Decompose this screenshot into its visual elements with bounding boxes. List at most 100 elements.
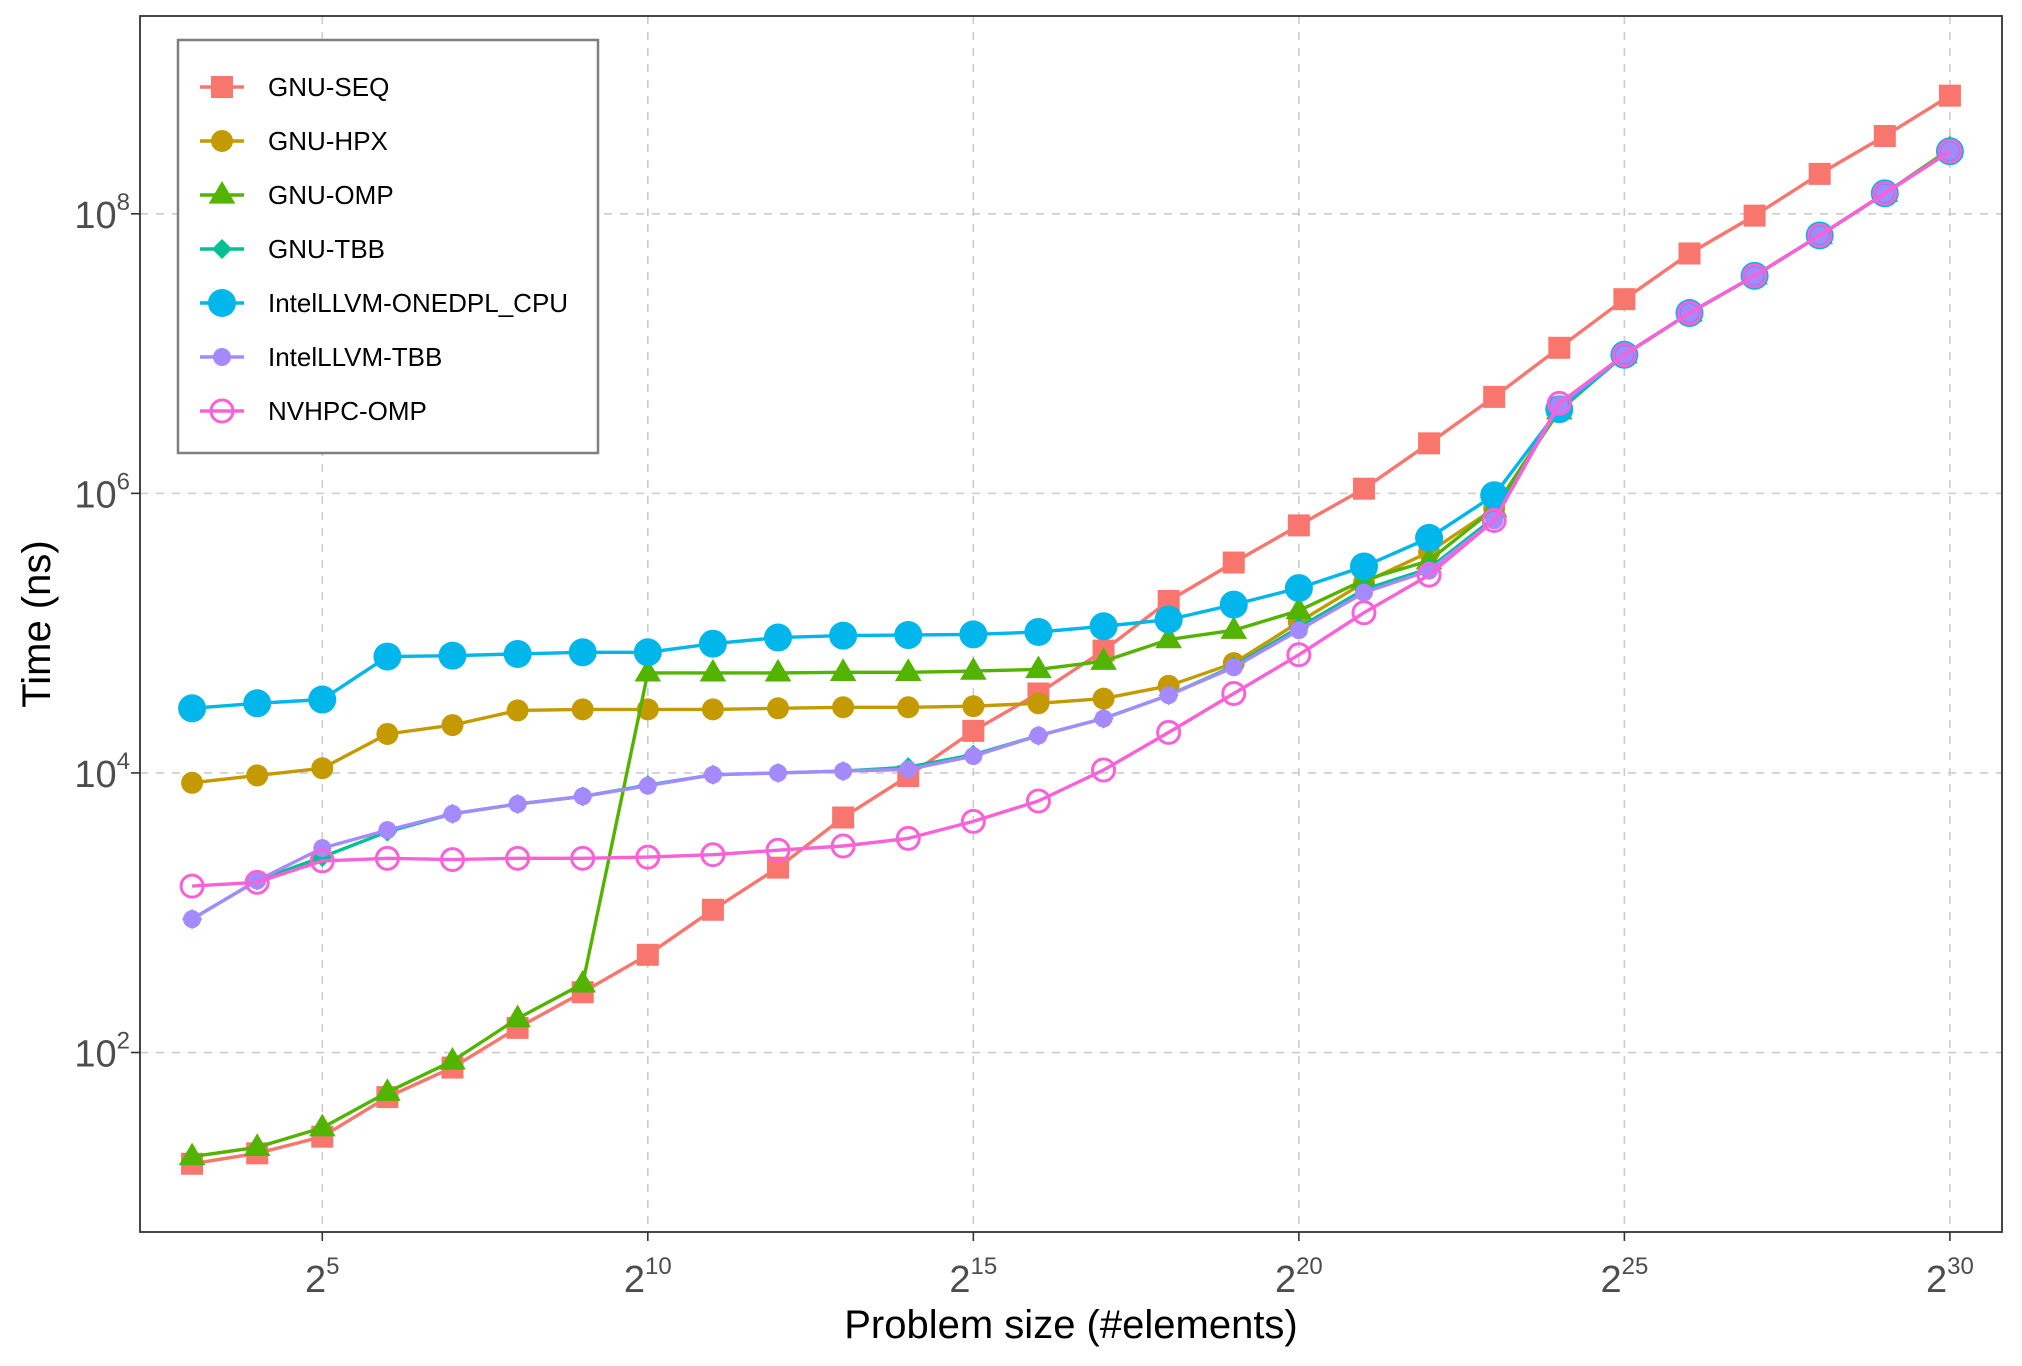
data-point: [573, 787, 592, 806]
data-point: [1219, 590, 1248, 619]
data-point: [636, 943, 659, 966]
data-point: [248, 871, 267, 890]
data-point: [895, 825, 921, 851]
data-point: [244, 869, 270, 895]
data-point: [767, 856, 790, 879]
data-point: [1351, 600, 1377, 626]
data-point: [1742, 263, 1768, 289]
legend-label: GNU-HPX: [268, 126, 388, 156]
data-point: [899, 760, 918, 779]
data-point: [1481, 507, 1507, 533]
data-point: [373, 642, 402, 671]
data-point: [1938, 84, 1961, 107]
y-tick-base: 10: [74, 754, 116, 796]
data-point: [1094, 709, 1113, 728]
data-point: [703, 765, 722, 784]
data-point: [767, 697, 790, 720]
data-point: [959, 620, 988, 649]
legend-marker: [212, 239, 232, 259]
data-point: [1156, 719, 1182, 745]
legend-marker: [208, 181, 236, 204]
data-point: [769, 763, 788, 782]
data-point: [1613, 288, 1636, 311]
data-point: [829, 658, 857, 681]
data-point: [308, 685, 337, 714]
data-point: [179, 873, 205, 899]
data-point: [1676, 300, 1702, 326]
data-point: [1546, 390, 1572, 416]
data-point: [181, 771, 204, 794]
data-point: [1808, 162, 1831, 185]
y-tick-label: 104: [74, 748, 130, 796]
data-point: [894, 621, 923, 650]
data-point: [1220, 616, 1248, 639]
legend-item: GNU-OMP: [200, 180, 394, 210]
y-tick-label: 106: [74, 468, 130, 516]
legend: GNU-SEQ GNU-HPX GNU-OMP GNU-TBB IntelLLVM-ON…: [176, 38, 600, 455]
data-point: [894, 658, 922, 681]
data-point: [960, 657, 987, 680]
data-point: [243, 1133, 271, 1156]
data-point: [441, 714, 464, 737]
data-point: [638, 776, 657, 795]
data-point: [829, 621, 858, 650]
data-point: [1349, 552, 1378, 581]
x-tick-exponent: 15: [971, 1253, 998, 1280]
data-point: [183, 910, 202, 929]
data-point: [832, 696, 855, 719]
data-point: [1024, 617, 1053, 646]
data-point: [313, 839, 332, 858]
data-point: [962, 695, 985, 718]
data-point: [698, 629, 727, 658]
y-tick-exponent: 2: [117, 1028, 130, 1055]
data-point: [1678, 242, 1701, 265]
data-point: [962, 719, 985, 742]
data-point: [699, 658, 727, 682]
data-point: [508, 794, 527, 813]
legend-label: GNU-TBB: [268, 234, 385, 264]
x-tick-base: 2: [949, 1259, 970, 1301]
data-point: [1221, 681, 1247, 707]
x-tick-base: 2: [1926, 1259, 1947, 1301]
data-point: [374, 845, 400, 871]
x-tick-label: 225: [1600, 1253, 1648, 1301]
legend-box: [176, 38, 600, 455]
data-point: [1354, 583, 1373, 602]
data-point: [503, 639, 532, 668]
x-tick-base: 2: [1275, 1259, 1296, 1301]
data-point: [701, 698, 724, 721]
data-point: [1352, 477, 1375, 500]
data-point: [506, 699, 529, 722]
data-point: [1155, 625, 1182, 649]
data-point: [1286, 642, 1312, 668]
data-point: [311, 757, 334, 780]
series-gnu-seq: [181, 84, 1961, 1175]
legend-item: IntelLLVM-ONEDPL_CPU: [200, 288, 568, 318]
legend-item: GNU-TBB: [200, 234, 385, 264]
data-point: [1154, 605, 1183, 634]
data-point: [633, 638, 662, 667]
data-point: [1548, 336, 1571, 359]
data-point: [1872, 180, 1898, 206]
legend-label: GNU-OMP: [268, 180, 394, 210]
data-point: [1743, 204, 1766, 227]
data-point: [376, 722, 399, 745]
data-point: [1937, 138, 1963, 164]
data-point: [700, 842, 726, 868]
y-tick-base: 10: [74, 474, 116, 516]
data-point: [178, 694, 207, 723]
data-point: [1222, 551, 1245, 574]
data-point: [1284, 574, 1313, 603]
legend-label: GNU-SEQ: [268, 72, 389, 102]
data-point: [308, 1113, 336, 1137]
x-tick-exponent: 30: [1947, 1253, 1974, 1280]
data-point: [1092, 687, 1115, 710]
x-tick-exponent: 5: [326, 1253, 339, 1280]
x-tick-exponent: 25: [1622, 1253, 1649, 1280]
data-point: [374, 1078, 401, 1101]
legend-marker: [211, 76, 233, 98]
data-point: [504, 1004, 531, 1028]
legend-label: IntelLLVM-ONEDPL_CPU: [268, 288, 568, 318]
data-point: [243, 689, 272, 718]
